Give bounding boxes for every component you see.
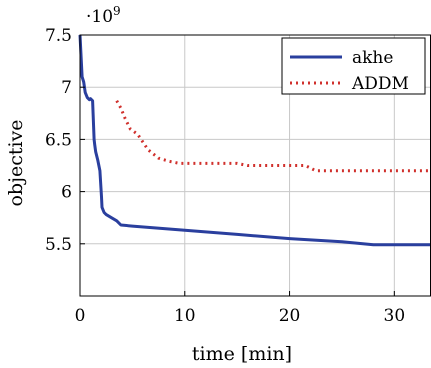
legend-label-addm: ADDM bbox=[351, 74, 409, 94]
y-axis-label: objective bbox=[5, 119, 27, 206]
series-line-addm bbox=[115, 100, 431, 173]
y-tick-label: 5.5 bbox=[45, 235, 72, 255]
x-tick-label: 30 bbox=[384, 306, 406, 326]
y-tick-label: 6.5 bbox=[45, 130, 72, 150]
x-tick-label: 0 bbox=[75, 306, 86, 326]
y-tick-label: 7.5 bbox=[45, 26, 72, 46]
x-tick-label: 20 bbox=[279, 306, 301, 326]
y-tick-label: 7 bbox=[61, 78, 72, 98]
y-axis-multiplier: ·109 bbox=[86, 4, 121, 27]
legend: akhe ADDM bbox=[281, 37, 426, 95]
series-lines bbox=[78, 34, 431, 247]
y-tick-label: 6 bbox=[61, 183, 72, 203]
x-tick-label: 10 bbox=[174, 306, 196, 326]
legend-box bbox=[281, 37, 426, 95]
axis-ticks: 0 10 20 30 5.5 6 6.5 7 7.5 bbox=[45, 26, 405, 326]
series-line-akhe bbox=[78, 34, 431, 247]
legend-label-akhe: akhe bbox=[352, 48, 393, 68]
x-axis-label: time [min] bbox=[192, 343, 292, 365]
